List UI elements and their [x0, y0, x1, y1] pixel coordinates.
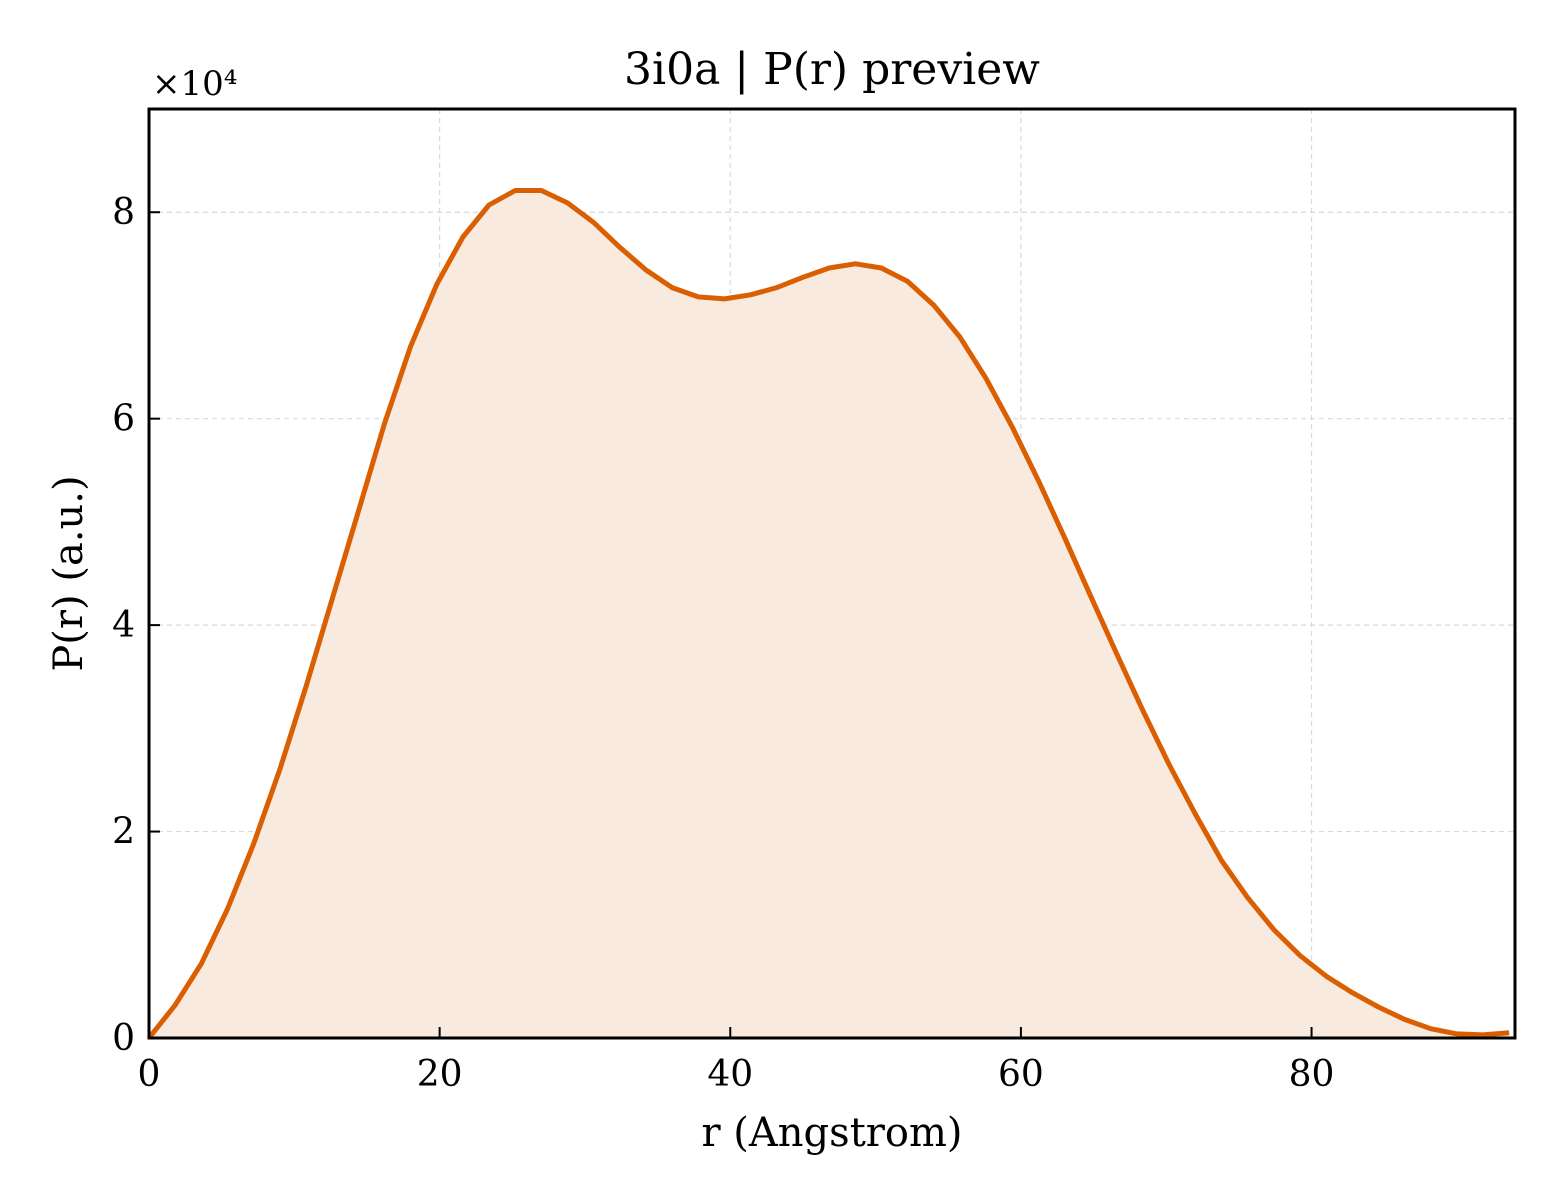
axis-ticks: 0 20 40 60 80 0 2 4 6 8: [112, 192, 1334, 1095]
x-tick-label: 0: [138, 1054, 161, 1095]
x-axis-label: r (Angstrom): [701, 1110, 962, 1156]
y-tick-label: 0: [112, 1018, 135, 1059]
pr-curve-line: [147, 188, 1510, 1040]
y-axis-label: P(r) (a.u.): [46, 475, 92, 671]
x-tick-label: 60: [998, 1054, 1044, 1095]
x-tick-label: 40: [707, 1054, 753, 1095]
x-tick-label: 20: [417, 1054, 463, 1095]
y-tick-label: 6: [112, 399, 135, 440]
y-axis-offset-label: ×10⁴: [152, 64, 237, 104]
chart-title: 3i0a | P(r) preview: [624, 44, 1040, 95]
x-tick-label: 80: [1289, 1054, 1335, 1095]
y-tick-label: 4: [112, 605, 135, 646]
y-tick-label: 2: [112, 812, 135, 853]
y-tick-label: 8: [112, 192, 135, 233]
pr-area-fill: [149, 190, 1510, 1038]
plot-frame: [147, 107, 1517, 1040]
